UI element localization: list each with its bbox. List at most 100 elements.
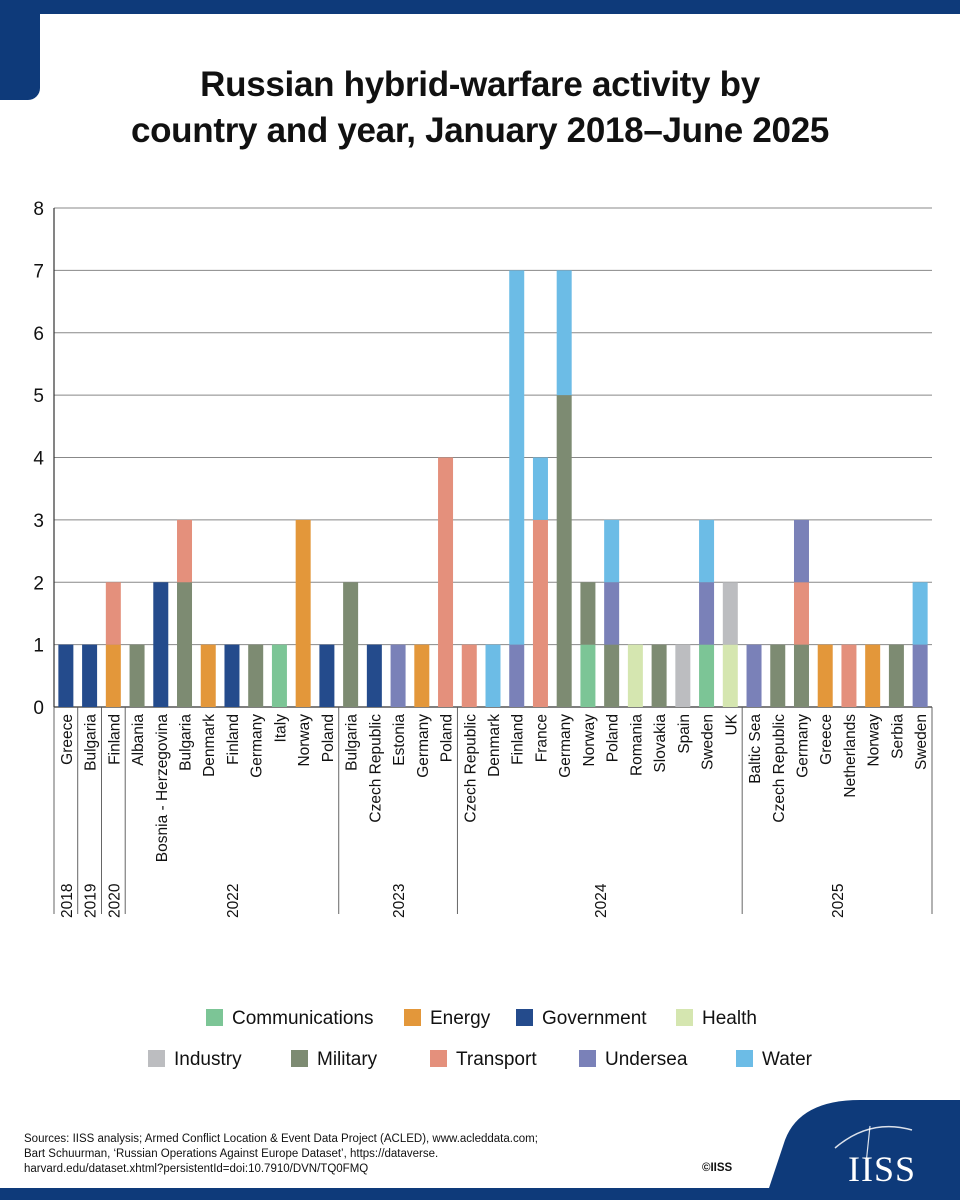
legend-item-military: Military [291,1049,377,1071]
x-category-label: Bulgaria [83,714,100,771]
x-category-label: Estonia [391,714,408,766]
year-label: 2022 [225,884,242,918]
bar-segment-undersea [390,644,406,707]
bar-segment-military [888,644,904,707]
y-tick-label: 0 [33,698,44,719]
x-category-label: Sweden [700,714,717,770]
bar-segment-energy [295,519,311,707]
x-category-label: Spain [676,714,693,754]
x-category-label: Greece [818,714,835,765]
bar-segment-transport [793,582,809,645]
x-category-label: Baltic Sea [747,714,764,784]
legend-item-water: Water [736,1049,812,1071]
bar-segment-transport [105,582,121,645]
y-tick-label: 1 [33,636,44,657]
x-category-label: Germany [557,714,574,778]
x-category-label: Finland [106,714,123,765]
bar-segment-water [509,270,525,645]
bar-segment-communications [699,644,715,707]
bar-segment-undersea [793,519,809,583]
bar-segment-energy [865,644,881,707]
bar-segment-energy [105,644,121,707]
x-category-label: Czech Republic [771,714,788,823]
legend-item-communications: Communications [206,1008,374,1030]
x-category-label: Bosnia - Herzegovina [154,714,171,863]
x-category-label: Romania [628,714,645,776]
x-category-label: Italy [272,714,289,743]
x-category-label: Norway [581,714,598,767]
bar-segment-transport [438,457,454,707]
title-line-2: country and year, January 2018–June 2025 [130,111,830,150]
legend-item-energy: Energy [404,1008,490,1030]
legend-swatch [736,1050,753,1067]
bar-segment-health [722,644,738,707]
legend-item-government: Government [516,1008,647,1030]
top-banner [0,0,960,14]
bar-segment-water [532,457,548,520]
bar-segment-undersea [912,644,928,707]
legend-item-undersea: Undersea [579,1049,687,1071]
legend-swatch [291,1050,308,1067]
legend-label: Health [702,1008,757,1029]
x-category-label: Netherlands [842,714,859,798]
y-tick-label: 7 [33,261,44,282]
x-category-label: Poland [439,714,456,762]
legend-item-health: Health [676,1008,757,1030]
legend-label: Communications [232,1008,374,1029]
bar-segment-industry [722,582,738,645]
legend-item-industry: Industry [148,1049,242,1071]
legend-label: Military [317,1049,378,1070]
x-category-label: Bulgaria [178,714,195,771]
y-tick-label: 5 [33,386,44,407]
legend-swatch [206,1009,223,1026]
bar-segment-military [651,644,667,707]
bar-segment-military [770,644,786,707]
iiss-logo: IISS [848,1149,917,1189]
copyright: ©IISS [702,1162,733,1174]
x-category-label: Finland [510,714,527,765]
x-category-label: Poland [605,714,622,762]
bar-segment-water [485,644,501,707]
bar-segment-military [793,644,809,707]
legend-label: Government [542,1008,647,1029]
bar-segment-transport [461,644,477,707]
bar-segment-communications [271,644,287,707]
bar-segment-military [177,582,193,707]
y-tick-label: 4 [33,449,44,470]
y-tick-label: 6 [33,324,44,345]
x-category-label: Denmark [486,714,503,777]
x-category-label: UK [723,713,740,735]
x-category-label: Albania [130,714,147,766]
bar-segment-transport [532,519,548,707]
bar-segment-government [153,582,169,707]
bar-segment-government [82,644,98,707]
sources-note: Sources: IISS analysis; Armed Conflict L… [24,1133,538,1175]
bar-segment-transport [177,519,193,583]
legend-label: Water [762,1049,812,1070]
x-category-label: France [533,714,550,762]
chart-area: 0 1 2 3 4 5 6 7 8 Greece Bulgaria Finland Albania Bos… [33,199,933,918]
title-line-1: Russian hybrid-warfare activity by [200,65,760,104]
bar-segment-health [627,644,643,707]
bar-segment-energy [414,644,430,707]
bar-segment-communications [580,644,596,707]
x-category-label: Denmark [201,714,218,777]
bar-segment-military [129,644,145,707]
bar-segment-government [319,644,335,707]
bar-segment-energy [817,644,833,707]
bar-segment-military [580,582,596,645]
x-category-label: Finland [225,714,242,765]
bar-segment-government [224,644,240,707]
x-category-label: Germany [415,714,432,778]
x-category-label: Serbia [889,714,906,759]
year-label: 2024 [593,883,610,918]
x-category-label: Germany [794,714,811,778]
corner-accent [0,0,40,100]
legend-swatch [516,1009,533,1026]
bottom-banner [0,1188,960,1200]
bar-segment-government [366,644,382,707]
x-category-label: Norway [296,714,313,767]
y-tick-label: 3 [33,511,44,532]
legend-item-transport: Transport [430,1049,537,1071]
